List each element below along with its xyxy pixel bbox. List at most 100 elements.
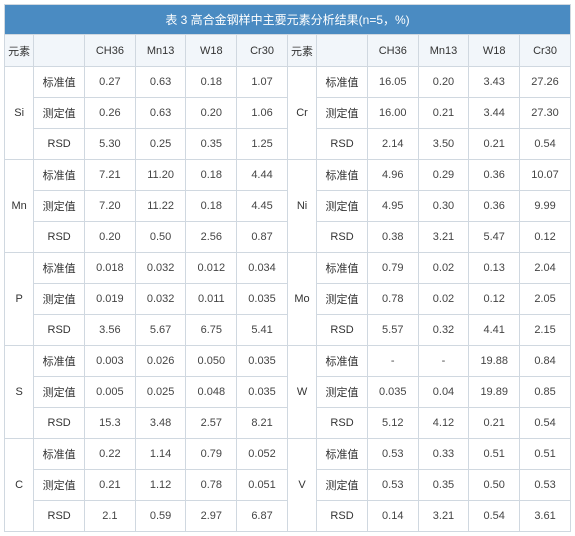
value-cell: 7.20 [85, 191, 136, 222]
value-cell: 0.22 [85, 439, 136, 470]
col-elem-right: 元素 [287, 35, 316, 67]
value-cell: 2.56 [186, 222, 237, 253]
value-cell: 0.79 [367, 253, 418, 284]
rowtype-cell: 测定值 [317, 470, 368, 501]
rowtype-cell: 测定值 [317, 191, 368, 222]
value-cell: - [367, 346, 418, 377]
table-row: P标准值0.0180.0320.0120.034Mo标准值0.790.020.1… [5, 253, 571, 284]
value-cell: 0.78 [367, 284, 418, 315]
rowtype-cell: 标准值 [317, 253, 368, 284]
value-cell: 2.57 [186, 408, 237, 439]
value-cell: 4.41 [469, 315, 520, 346]
value-cell: 0.034 [237, 253, 288, 284]
value-cell: 4.44 [237, 160, 288, 191]
value-cell: 0.011 [186, 284, 237, 315]
value-cell: 2.05 [520, 284, 571, 315]
rowtype-cell: 标准值 [34, 67, 85, 98]
value-cell: 0.12 [520, 222, 571, 253]
value-cell: 0.36 [469, 160, 520, 191]
value-cell: 5.47 [469, 222, 520, 253]
col-elem-left: 元素 [5, 35, 34, 67]
value-cell: 4.96 [367, 160, 418, 191]
rowtype-cell: RSD [317, 501, 368, 532]
value-cell: 3.48 [135, 408, 186, 439]
value-cell: 27.30 [520, 98, 571, 129]
value-cell: 0.36 [469, 191, 520, 222]
col-cr30-left: Cr30 [237, 35, 288, 67]
value-cell: 0.018 [85, 253, 136, 284]
table-row: C标准值0.221.140.790.052V标准值0.530.330.510.5… [5, 439, 571, 470]
col-w18-left: W18 [186, 35, 237, 67]
value-cell: 0.051 [237, 470, 288, 501]
value-cell: 0.13 [469, 253, 520, 284]
value-cell: 0.14 [367, 501, 418, 532]
rowtype-cell: 标准值 [34, 439, 85, 470]
value-cell: 0.005 [85, 377, 136, 408]
table-title: 表 3 高合金钢样中主要元素分析结果(n=5，%) [5, 5, 571, 35]
value-cell: 1.25 [237, 129, 288, 160]
value-cell: 0.25 [135, 129, 186, 160]
value-cell: 0.54 [520, 408, 571, 439]
value-cell: 1.06 [237, 98, 288, 129]
col-w18-right: W18 [469, 35, 520, 67]
value-cell: 0.87 [237, 222, 288, 253]
table-row: Mn标准值7.2111.200.184.44Ni标准值4.960.290.361… [5, 160, 571, 191]
value-cell: 0.50 [135, 222, 186, 253]
value-cell: 0.30 [418, 191, 469, 222]
table-body: Si标准值0.270.630.181.07Cr标准值16.050.203.432… [5, 67, 571, 532]
value-cell: 0.21 [418, 98, 469, 129]
rowtype-cell: 标准值 [317, 160, 368, 191]
value-cell: 0.54 [469, 501, 520, 532]
value-cell: 0.85 [520, 377, 571, 408]
value-cell: 0.21 [85, 470, 136, 501]
value-cell: 0.025 [135, 377, 186, 408]
value-cell: 3.50 [418, 129, 469, 160]
value-cell: 0.54 [520, 129, 571, 160]
value-cell: 3.61 [520, 501, 571, 532]
value-cell: 3.56 [85, 315, 136, 346]
value-cell: 0.20 [85, 222, 136, 253]
rowtype-cell: RSD [317, 408, 368, 439]
value-cell: 0.33 [418, 439, 469, 470]
element-cell: Mn [5, 160, 34, 253]
value-cell: 4.45 [237, 191, 288, 222]
col-ch36-left: CH36 [85, 35, 136, 67]
value-cell: 2.97 [186, 501, 237, 532]
value-cell: 0.035 [237, 346, 288, 377]
col-blank-left [34, 35, 85, 67]
value-cell: 7.21 [85, 160, 136, 191]
value-cell: 15.3 [85, 408, 136, 439]
value-cell: 0.050 [186, 346, 237, 377]
element-cell: S [5, 346, 34, 439]
table-row: S标准值0.0030.0260.0500.035W标准值--19.880.84 [5, 346, 571, 377]
value-cell: 0.50 [469, 470, 520, 501]
col-mn13-left: Mn13 [135, 35, 186, 67]
value-cell: 0.035 [367, 377, 418, 408]
col-mn13-right: Mn13 [418, 35, 469, 67]
col-ch36-right: CH36 [367, 35, 418, 67]
rowtype-cell: RSD [34, 315, 85, 346]
value-cell: 1.12 [135, 470, 186, 501]
value-cell: 2.04 [520, 253, 571, 284]
value-cell: 2.14 [367, 129, 418, 160]
rowtype-cell: 标准值 [34, 253, 85, 284]
value-cell: 0.63 [135, 67, 186, 98]
element-cell: Si [5, 67, 34, 160]
value-cell: 27.26 [520, 67, 571, 98]
value-cell: 5.57 [367, 315, 418, 346]
value-cell: 3.43 [469, 67, 520, 98]
value-cell: 0.048 [186, 377, 237, 408]
value-cell: 0.019 [85, 284, 136, 315]
value-cell: 19.88 [469, 346, 520, 377]
value-cell: 19.89 [469, 377, 520, 408]
value-cell: 8.21 [237, 408, 288, 439]
element-cell: Cr [287, 67, 316, 160]
value-cell: 0.20 [418, 67, 469, 98]
value-cell: 0.53 [367, 470, 418, 501]
value-cell: 3.44 [469, 98, 520, 129]
value-cell: 4.12 [418, 408, 469, 439]
value-cell: 5.12 [367, 408, 418, 439]
value-cell: 5.41 [237, 315, 288, 346]
element-cell: C [5, 439, 34, 532]
value-cell: 11.20 [135, 160, 186, 191]
